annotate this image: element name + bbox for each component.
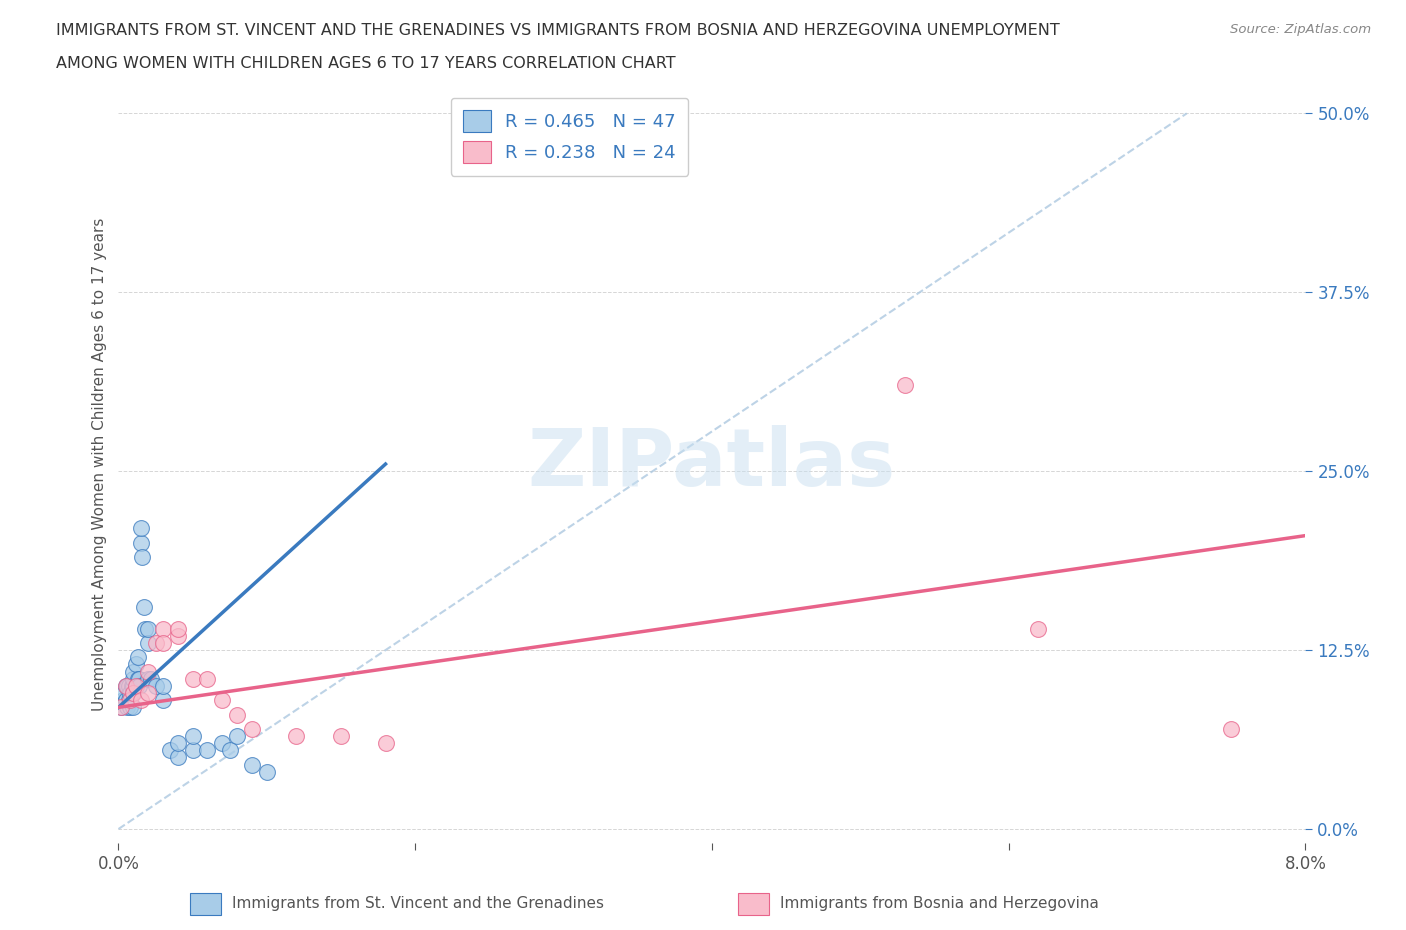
Point [894,378,917,392]
Point [128,679,150,694]
Point [211,693,233,708]
Point [122,664,145,679]
Legend: R = 0.465   N = 47, R = 0.238   N = 24: R = 0.465 N = 47, R = 0.238 N = 24 [451,98,688,176]
Point [330,728,353,743]
Point [218,743,240,758]
Point [122,679,145,694]
Point [166,629,188,644]
Point [152,679,174,694]
Text: Source: ZipAtlas.com: Source: ZipAtlas.com [1230,23,1371,36]
Point [181,728,204,743]
Point [125,679,148,694]
Point [166,736,188,751]
Point [117,700,139,715]
Point [118,679,141,694]
Point [285,728,308,743]
Point [118,693,141,708]
Point [115,693,138,708]
Point [567,135,589,150]
Point [129,693,152,708]
Point [152,635,174,650]
Text: Immigrants from Bosnia and Herzegovina: Immigrants from Bosnia and Herzegovina [780,897,1099,911]
Point [122,671,145,686]
Point [111,693,134,708]
Point [197,671,219,686]
Point [136,664,159,679]
Point [120,693,142,708]
Point [1028,621,1050,636]
Text: IMMIGRANTS FROM ST. VINCENT AND THE GRENADINES VS IMMIGRANTS FROM BOSNIA AND HER: IMMIGRANTS FROM ST. VINCENT AND THE GREN… [56,23,1060,38]
Point [256,764,278,779]
Point [1220,722,1243,737]
Point [125,679,148,694]
Point [145,635,167,650]
Point [122,700,145,715]
Point [139,671,162,686]
Point [181,671,204,686]
Point [226,707,249,722]
Point [125,657,148,671]
Point [134,621,156,636]
Text: Immigrants from St. Vincent and the Grenadines: Immigrants from St. Vincent and the Gren… [232,897,605,911]
Point [129,521,152,536]
Point [136,685,159,700]
Point [112,685,135,700]
Point [166,621,188,636]
Point [240,757,263,772]
Point [136,621,159,636]
Point [120,685,142,700]
Point [197,743,219,758]
Point [136,635,159,650]
Point [226,728,249,743]
Point [127,650,149,665]
Point [152,621,174,636]
Point [136,671,159,686]
Point [132,600,155,615]
Point [159,743,181,758]
Point [145,679,167,694]
Point [127,671,149,686]
Point [166,750,188,764]
Y-axis label: Unemployment Among Women with Children Ages 6 to 17 years: Unemployment Among Women with Children A… [93,218,107,711]
Point [115,679,138,694]
Point [129,536,152,551]
Point [128,671,150,686]
Point [152,693,174,708]
Point [110,700,132,715]
Point [115,679,138,694]
Text: ZIPatlas: ZIPatlas [527,425,896,503]
Point [131,550,153,565]
Point [374,736,396,751]
Text: AMONG WOMEN WITH CHILDREN AGES 6 TO 17 YEARS CORRELATION CHART: AMONG WOMEN WITH CHILDREN AGES 6 TO 17 Y… [56,56,676,71]
Point [122,685,145,700]
Point [211,736,233,751]
Point [121,679,143,694]
Point [122,685,145,700]
Point [240,722,263,737]
Point [117,679,139,694]
Point [110,700,132,715]
Point [120,700,142,715]
Point [181,743,204,758]
